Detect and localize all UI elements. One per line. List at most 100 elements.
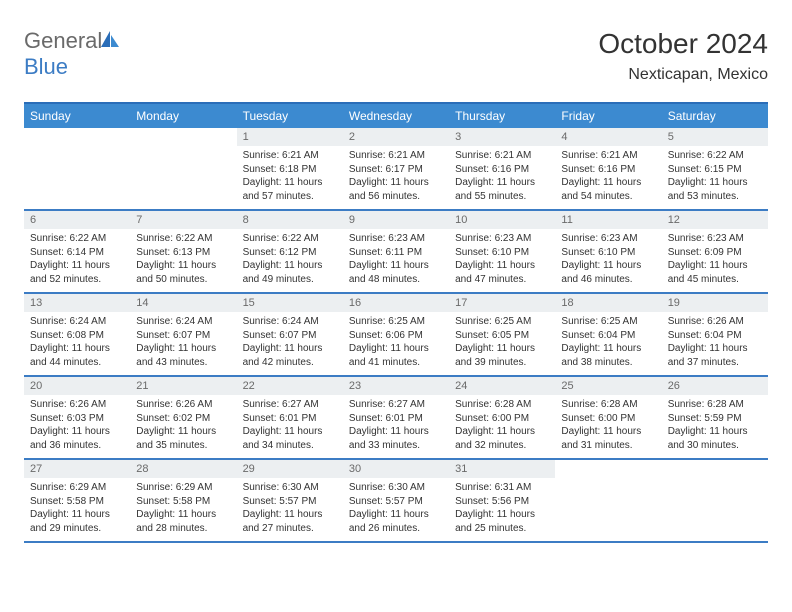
sunset-text: Sunset: 6:17 PM <box>349 163 443 177</box>
day-info: Sunrise: 6:26 AMSunset: 6:03 PMDaylight:… <box>24 395 130 458</box>
daylight-text: Daylight: 11 hours and 25 minutes. <box>455 508 549 535</box>
title-block: October 2024 Nexticapan, Mexico <box>598 28 768 84</box>
calendar-day-cell: 3Sunrise: 6:21 AMSunset: 6:16 PMDaylight… <box>449 128 555 209</box>
brand-word-1: General <box>24 28 102 53</box>
sunrise-text: Sunrise: 6:27 AM <box>243 398 337 412</box>
sunset-text: Sunset: 6:13 PM <box>136 246 230 260</box>
day-info: Sunrise: 6:30 AMSunset: 5:57 PMDaylight:… <box>237 478 343 541</box>
sunrise-text: Sunrise: 6:24 AM <box>243 315 337 329</box>
sunrise-text: Sunrise: 6:26 AM <box>30 398 124 412</box>
day-number: 14 <box>130 294 236 312</box>
brand-logo: General Blue <box>24 28 120 80</box>
calendar-day-cell: .... <box>130 128 236 209</box>
sunrise-text: Sunrise: 6:30 AM <box>243 481 337 495</box>
day-info: Sunrise: 6:28 AMSunset: 5:59 PMDaylight:… <box>662 395 768 458</box>
day-info: Sunrise: 6:31 AMSunset: 5:56 PMDaylight:… <box>449 478 555 541</box>
weekday-header: Saturday <box>662 104 768 128</box>
daylight-text: Daylight: 11 hours and 54 minutes. <box>561 176 655 203</box>
calendar-day-cell: 11Sunrise: 6:23 AMSunset: 6:10 PMDayligh… <box>555 211 661 292</box>
weekday-header: Monday <box>130 104 236 128</box>
daylight-text: Daylight: 11 hours and 55 minutes. <box>455 176 549 203</box>
sunrise-text: Sunrise: 6:23 AM <box>561 232 655 246</box>
day-number: 17 <box>449 294 555 312</box>
sunrise-text: Sunrise: 6:23 AM <box>455 232 549 246</box>
month-year-title: October 2024 <box>598 28 768 60</box>
day-number: 31 <box>449 460 555 478</box>
calendar-day-cell: 2Sunrise: 6:21 AMSunset: 6:17 PMDaylight… <box>343 128 449 209</box>
calendar-day-cell: 1Sunrise: 6:21 AMSunset: 6:18 PMDaylight… <box>237 128 343 209</box>
day-info: Sunrise: 6:23 AMSunset: 6:10 PMDaylight:… <box>449 229 555 292</box>
day-number: 15 <box>237 294 343 312</box>
calendar-day-cell: 26Sunrise: 6:28 AMSunset: 5:59 PMDayligh… <box>662 377 768 458</box>
weekday-header: Tuesday <box>237 104 343 128</box>
sunrise-text: Sunrise: 6:23 AM <box>668 232 762 246</box>
day-number: 1 <box>237 128 343 146</box>
sunrise-text: Sunrise: 6:21 AM <box>349 149 443 163</box>
sunrise-text: Sunrise: 6:29 AM <box>136 481 230 495</box>
daylight-text: Daylight: 11 hours and 31 minutes. <box>561 425 655 452</box>
sunrise-text: Sunrise: 6:28 AM <box>561 398 655 412</box>
sunset-text: Sunset: 6:00 PM <box>455 412 549 426</box>
day-info: Sunrise: 6:21 AMSunset: 6:16 PMDaylight:… <box>449 146 555 209</box>
daylight-text: Daylight: 11 hours and 39 minutes. <box>455 342 549 369</box>
sunset-text: Sunset: 6:14 PM <box>30 246 124 260</box>
daylight-text: Daylight: 11 hours and 30 minutes. <box>668 425 762 452</box>
sunset-text: Sunset: 5:57 PM <box>243 495 337 509</box>
calendar-day-cell: 10Sunrise: 6:23 AMSunset: 6:10 PMDayligh… <box>449 211 555 292</box>
calendar-day-cell: 29Sunrise: 6:30 AMSunset: 5:57 PMDayligh… <box>237 460 343 541</box>
day-number: 30 <box>343 460 449 478</box>
daylight-text: Daylight: 11 hours and 41 minutes. <box>349 342 443 369</box>
sunset-text: Sunset: 6:10 PM <box>455 246 549 260</box>
sunrise-text: Sunrise: 6:29 AM <box>30 481 124 495</box>
sunrise-text: Sunrise: 6:28 AM <box>455 398 549 412</box>
sunrise-text: Sunrise: 6:26 AM <box>668 315 762 329</box>
day-number: 13 <box>24 294 130 312</box>
sunset-text: Sunset: 6:07 PM <box>243 329 337 343</box>
calendar-day-cell: 5Sunrise: 6:22 AMSunset: 6:15 PMDaylight… <box>662 128 768 209</box>
day-number: 7 <box>130 211 236 229</box>
day-number: 20 <box>24 377 130 395</box>
daylight-text: Daylight: 11 hours and 35 minutes. <box>136 425 230 452</box>
sail-icon <box>100 30 120 48</box>
day-info: Sunrise: 6:24 AMSunset: 6:07 PMDaylight:… <box>237 312 343 375</box>
weekday-header: Wednesday <box>343 104 449 128</box>
calendar-day-cell: .... <box>662 460 768 541</box>
sunrise-text: Sunrise: 6:25 AM <box>349 315 443 329</box>
day-info: Sunrise: 6:22 AMSunset: 6:15 PMDaylight:… <box>662 146 768 209</box>
daylight-text: Daylight: 11 hours and 33 minutes. <box>349 425 443 452</box>
calendar-day-cell: 25Sunrise: 6:28 AMSunset: 6:00 PMDayligh… <box>555 377 661 458</box>
daylight-text: Daylight: 11 hours and 42 minutes. <box>243 342 337 369</box>
calendar-day-cell: 4Sunrise: 6:21 AMSunset: 6:16 PMDaylight… <box>555 128 661 209</box>
calendar-day-cell: .... <box>24 128 130 209</box>
calendar-day-cell: 13Sunrise: 6:24 AMSunset: 6:08 PMDayligh… <box>24 294 130 375</box>
sunset-text: Sunset: 6:08 PM <box>30 329 124 343</box>
calendar-week-row: ........1Sunrise: 6:21 AMSunset: 6:18 PM… <box>24 128 768 211</box>
calendar-day-cell: 31Sunrise: 6:31 AMSunset: 5:56 PMDayligh… <box>449 460 555 541</box>
sunrise-text: Sunrise: 6:24 AM <box>30 315 124 329</box>
sunset-text: Sunset: 6:01 PM <box>349 412 443 426</box>
calendar: Sunday Monday Tuesday Wednesday Thursday… <box>24 102 768 543</box>
day-info: Sunrise: 6:21 AMSunset: 6:16 PMDaylight:… <box>555 146 661 209</box>
calendar-day-cell: 12Sunrise: 6:23 AMSunset: 6:09 PMDayligh… <box>662 211 768 292</box>
day-info: Sunrise: 6:29 AMSunset: 5:58 PMDaylight:… <box>130 478 236 541</box>
daylight-text: Daylight: 11 hours and 36 minutes. <box>30 425 124 452</box>
sunrise-text: Sunrise: 6:26 AM <box>136 398 230 412</box>
calendar-day-cell: 20Sunrise: 6:26 AMSunset: 6:03 PMDayligh… <box>24 377 130 458</box>
daylight-text: Daylight: 11 hours and 37 minutes. <box>668 342 762 369</box>
calendar-day-cell: 23Sunrise: 6:27 AMSunset: 6:01 PMDayligh… <box>343 377 449 458</box>
day-number: 23 <box>343 377 449 395</box>
sunrise-text: Sunrise: 6:30 AM <box>349 481 443 495</box>
sunrise-text: Sunrise: 6:25 AM <box>455 315 549 329</box>
sunset-text: Sunset: 6:10 PM <box>561 246 655 260</box>
weekday-header: Friday <box>555 104 661 128</box>
calendar-week-row: 6Sunrise: 6:22 AMSunset: 6:14 PMDaylight… <box>24 211 768 294</box>
day-info: Sunrise: 6:25 AMSunset: 6:05 PMDaylight:… <box>449 312 555 375</box>
day-number: 18 <box>555 294 661 312</box>
day-info: Sunrise: 6:29 AMSunset: 5:58 PMDaylight:… <box>24 478 130 541</box>
sunset-text: Sunset: 6:11 PM <box>349 246 443 260</box>
sunrise-text: Sunrise: 6:22 AM <box>243 232 337 246</box>
sunrise-text: Sunrise: 6:23 AM <box>349 232 443 246</box>
sunset-text: Sunset: 5:59 PM <box>668 412 762 426</box>
day-info: Sunrise: 6:22 AMSunset: 6:12 PMDaylight:… <box>237 229 343 292</box>
daylight-text: Daylight: 11 hours and 49 minutes. <box>243 259 337 286</box>
